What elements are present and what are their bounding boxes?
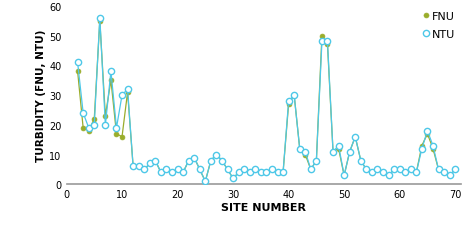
NTU: [447, 174, 453, 177]
Y-axis label: TURBIDITY (FNU, NTU): TURBIDITY (FNU, NTU): [37, 30, 47, 162]
FNU: [447, 174, 453, 177]
NTU: [202, 180, 208, 183]
NTU: [375, 168, 380, 171]
NTU: [152, 160, 158, 162]
NTU: [142, 168, 147, 171]
NTU: [108, 71, 114, 73]
FNU: [303, 153, 308, 156]
NTU: [97, 17, 103, 20]
FNU: [375, 168, 380, 171]
FNU: [108, 79, 114, 82]
Line: NTU: NTU: [75, 16, 458, 185]
FNU: [142, 168, 147, 171]
NTU: [75, 62, 80, 64]
FNU: [202, 180, 208, 183]
FNU: [75, 71, 80, 73]
FNU: [452, 168, 458, 171]
FNU: [97, 20, 103, 23]
Line: FNU: FNU: [75, 19, 457, 184]
FNU: [152, 160, 158, 162]
NTU: [452, 168, 458, 171]
NTU: [303, 151, 308, 153]
Legend: FNU, NTU: FNU, NTU: [420, 8, 460, 44]
X-axis label: SITE NUMBER: SITE NUMBER: [221, 202, 306, 212]
